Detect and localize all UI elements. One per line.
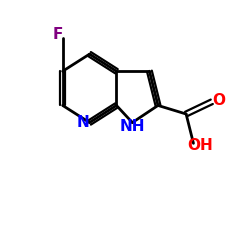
- Text: N: N: [76, 115, 89, 130]
- Text: O: O: [212, 93, 225, 108]
- Text: OH: OH: [188, 138, 213, 153]
- Text: F: F: [53, 27, 64, 42]
- Text: NH: NH: [120, 120, 146, 134]
